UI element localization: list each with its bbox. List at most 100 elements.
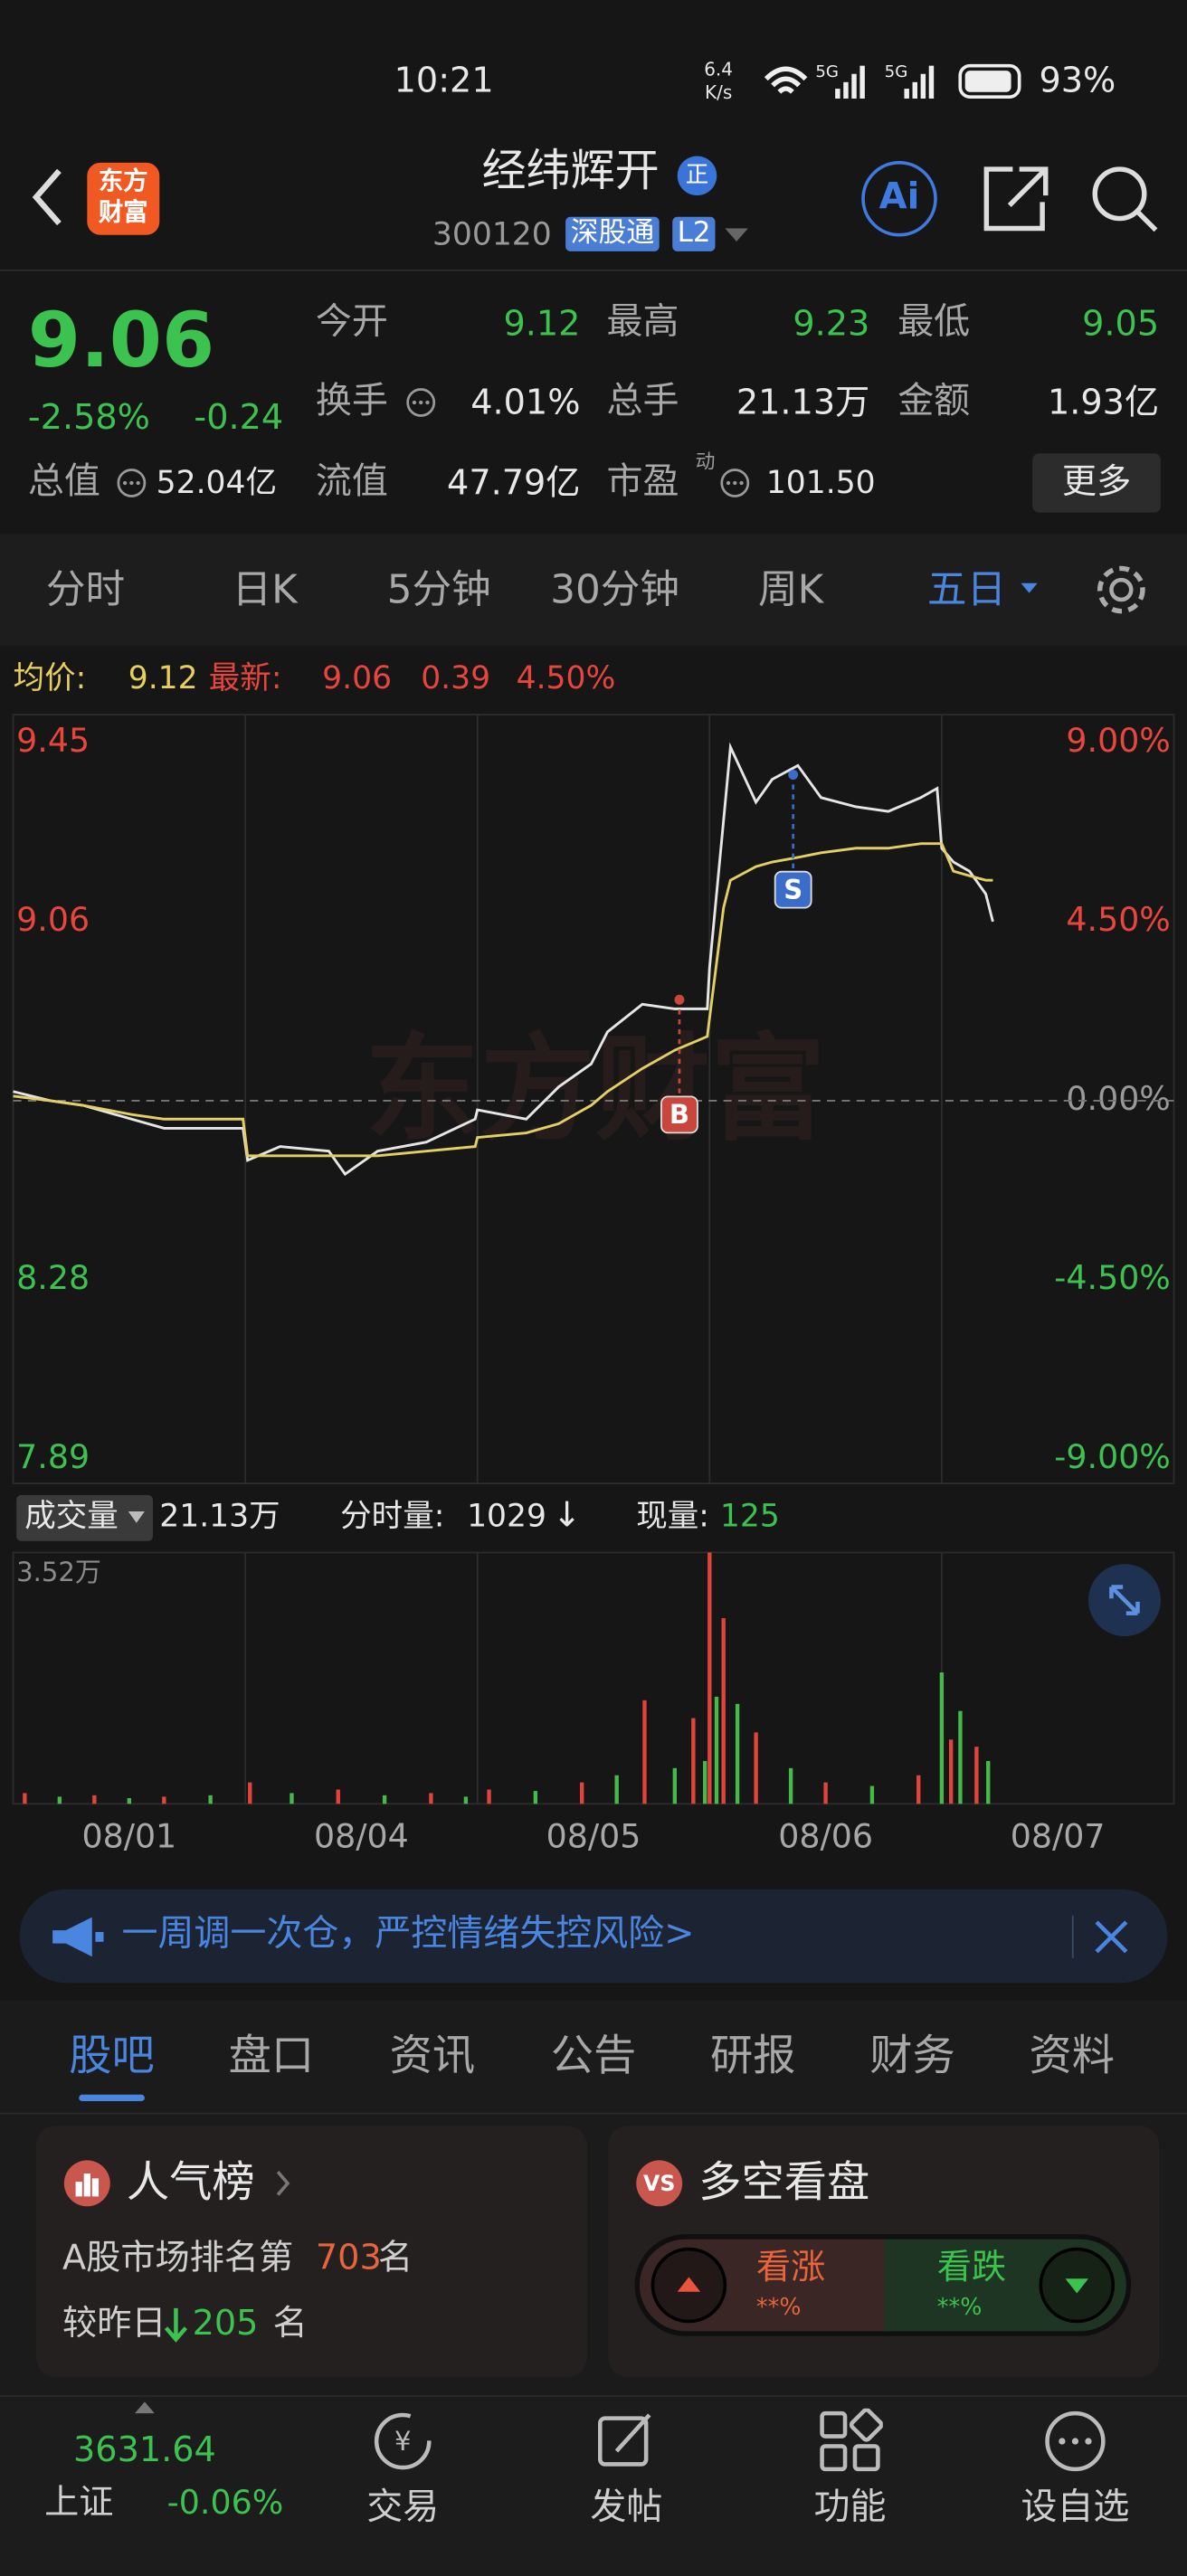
index-change[interactable]: -0.06% (166, 2482, 284, 2523)
period-tab[interactable]: 周K (757, 566, 824, 613)
y2-tick-label: 4.50% (1066, 900, 1170, 939)
nav-item[interactable]: 功能 (813, 2486, 887, 2529)
stock-name: 经纬辉开 (481, 146, 660, 197)
field-value: 9.23 (793, 304, 870, 344)
settings-button[interactable] (1092, 560, 1151, 619)
price-line (13, 842, 993, 1158)
x-tick-label: 08/07 (1011, 1816, 1106, 1855)
divider (0, 2112, 1187, 2115)
ai-label: Ai (878, 177, 920, 219)
more-label: 更多 (1061, 461, 1132, 501)
sentiment-title: 多空看盘 (698, 2158, 870, 2209)
period-tab[interactable]: 日K (232, 566, 298, 613)
change-pct: -2.58% (27, 397, 150, 438)
cmp-prefix: 较昨日 (62, 2303, 166, 2344)
battery-level: 93% (1039, 61, 1116, 100)
more-button[interactable]: 更多 (1032, 453, 1161, 513)
section-tab[interactable]: 资讯 (389, 2031, 476, 2082)
x-tick-label: 08/06 (778, 1816, 873, 1855)
volume-bar (721, 1618, 726, 1804)
trade-point (788, 770, 799, 780)
logo-text: 东方 (99, 166, 148, 196)
stock-tag: L2 (672, 216, 717, 251)
period-tab[interactable]: 30分钟 (550, 566, 680, 613)
sentiment-card[interactable]: VS 多空看盘 看涨 **% 看跌 **% (608, 2126, 1160, 2378)
field-value: 4.01% (470, 383, 581, 422)
volume-bar (672, 1767, 677, 1804)
trade-label: S (783, 874, 802, 904)
info-icon[interactable] (115, 467, 147, 499)
section-tab[interactable]: 公告 (550, 2031, 637, 2082)
volume-bar (208, 1795, 213, 1804)
trade-badge (774, 870, 812, 909)
rank-value: 703 (315, 2237, 382, 2278)
index-name[interactable]: 上证 (44, 2482, 114, 2523)
down-arrow (164, 2307, 188, 2343)
volume-bar (92, 1795, 97, 1804)
bull-label: 看涨 (755, 2247, 826, 2287)
volume-bar (162, 1796, 166, 1804)
sentiment-icon: VS (636, 2160, 683, 2207)
section-tab[interactable]: 研报 (710, 2031, 796, 2082)
search-button[interactable] (1088, 163, 1161, 235)
volume-bar (248, 1782, 252, 1804)
svg-text:¥: ¥ (394, 2426, 411, 2457)
tick-volume: 1029 (467, 1498, 546, 1535)
volume-bar (707, 1552, 712, 1804)
nav-item[interactable]: 交易 (366, 2486, 440, 2529)
now-volume: 125 (719, 1498, 780, 1535)
period-tab[interactable]: 5分钟 (386, 566, 491, 613)
stock-code: 300120 (432, 216, 552, 253)
expand-button[interactable] (1087, 1564, 1161, 1637)
post-icon (598, 2413, 651, 2467)
field-label: 金额 (897, 381, 971, 422)
ai-button[interactable]: Ai (861, 160, 937, 237)
stock-tag: 深股通 (565, 216, 660, 251)
last-value: 9.06 (322, 660, 393, 697)
volume-selector[interactable]: 成交量 (16, 1494, 153, 1541)
popularity-title: 人气榜 (126, 2158, 255, 2209)
volume-bar (916, 1775, 921, 1804)
field-label: 总值 (27, 461, 100, 503)
period-tab-active[interactable]: 五日 (926, 566, 1007, 613)
watermark: 东方财富 (365, 1022, 825, 1156)
section-tab-active[interactable]: 股吧 (69, 2031, 155, 2082)
volume-bar (579, 1782, 584, 1804)
share-button[interactable] (980, 163, 1052, 235)
info-icon[interactable] (718, 467, 751, 499)
field-value: 52.04亿 (156, 465, 278, 501)
nav-item[interactable]: 发帖 (590, 2486, 663, 2529)
volume-bar (869, 1785, 875, 1804)
dropdown-icon[interactable] (724, 227, 750, 243)
svg-text:5G: 5G (815, 62, 839, 81)
x-tick-label: 08/01 (81, 1816, 176, 1855)
period-tab[interactable]: 分时 (45, 566, 126, 613)
avg-label: 均价: (13, 660, 87, 697)
volume-bar (948, 1739, 954, 1804)
now-volume-label: 现量: (636, 1498, 709, 1535)
volume-bar (463, 1796, 469, 1804)
nav-item[interactable]: 设自选 (1021, 2486, 1130, 2529)
back-button[interactable] (23, 165, 72, 231)
bull-value: **% (755, 2295, 802, 2322)
field-label: 最低 (897, 302, 971, 344)
net-speed: 6.4 (704, 59, 734, 80)
volume-bar (788, 1767, 793, 1804)
field-label: 今开 (315, 302, 388, 344)
notice-banner[interactable]: 一周调一次仓，严控情绪失控风险> (19, 1889, 1168, 1984)
field-value: 101.50 (765, 465, 876, 501)
tick-arrow: ↓ (552, 1494, 582, 1535)
y-tick-label: 8.28 (16, 1258, 90, 1297)
section-tab[interactable]: 资料 (1029, 2031, 1116, 2082)
section-tab[interactable]: 盘口 (228, 2031, 315, 2082)
close-button[interactable] (1092, 1918, 1132, 1957)
y-tick-label: 9.06 (16, 900, 90, 939)
info-icon[interactable] (404, 386, 437, 419)
section-tab[interactable]: 财务 (869, 2031, 955, 2082)
last-change: 0.39 (421, 660, 491, 697)
field-value: 1.93亿 (1047, 383, 1160, 422)
index-value[interactable]: 3631.64 (73, 2429, 216, 2469)
tab-indicator (79, 2094, 145, 2102)
popularity-card[interactable]: 人气榜 A股市场排名第 703 名 较昨日 205 名 (35, 2126, 587, 2378)
up-indicator (135, 2401, 155, 2414)
